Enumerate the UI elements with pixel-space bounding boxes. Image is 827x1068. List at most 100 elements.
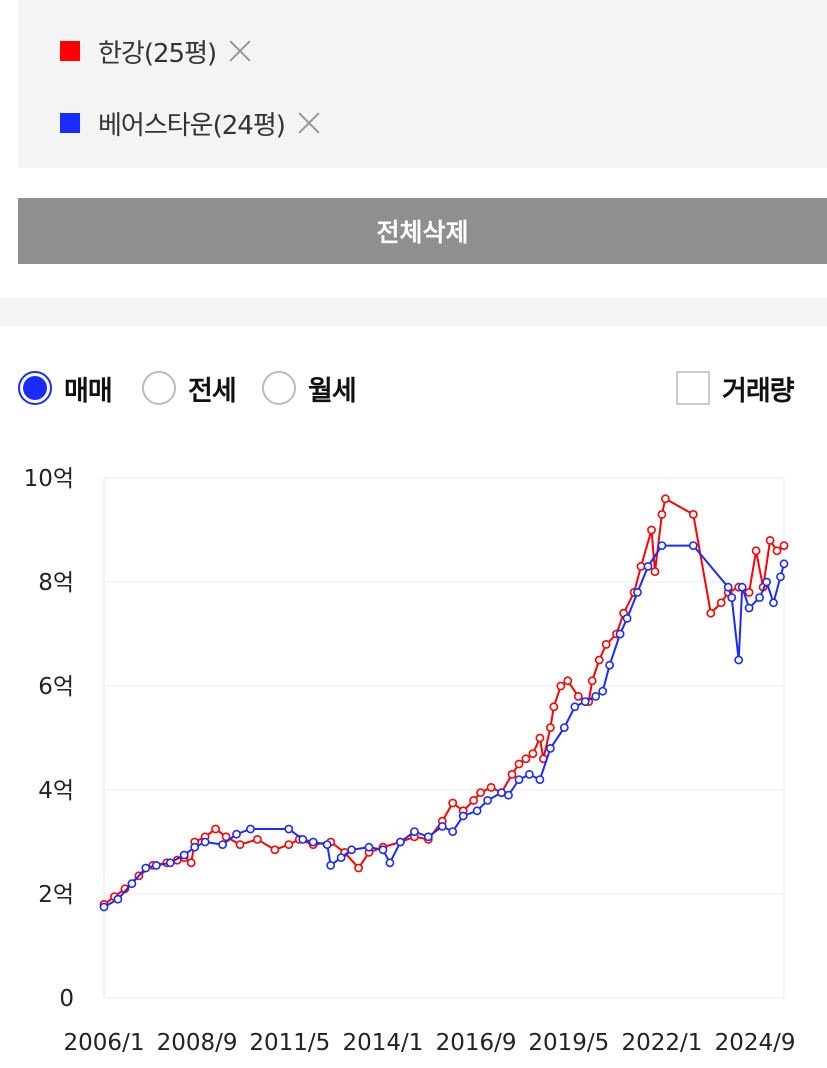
checkbox-icon <box>676 371 710 405</box>
radio-label: 월세 <box>308 375 357 407</box>
data-point <box>322 840 332 849</box>
data-point <box>598 686 608 696</box>
data-point <box>483 795 492 805</box>
data-point <box>235 840 245 849</box>
data-point <box>688 510 698 519</box>
remove-icon[interactable] <box>295 109 323 137</box>
data-point <box>559 723 569 732</box>
comparison-item-bearstown: 베어스타운(24평) <box>60 106 323 141</box>
volume-label: 거래량 <box>722 375 795 407</box>
x-tick-label: 2014/1 <box>343 1030 424 1056</box>
data-point <box>364 842 374 852</box>
data-point <box>762 577 771 587</box>
data-point <box>546 743 555 753</box>
data-point <box>186 858 196 868</box>
data-point <box>528 749 538 758</box>
x-tick-label: 2006/1 <box>64 1030 145 1056</box>
data-point <box>308 837 318 847</box>
data-point <box>772 546 782 556</box>
x-tick-label: 2019/5 <box>528 1030 609 1056</box>
radio-wolse[interactable]: 월세 <box>262 366 357 410</box>
data-point <box>633 587 642 597</box>
radio-sale[interactable]: 매매 <box>18 366 113 410</box>
data-point <box>546 723 555 732</box>
legend-swatch-red <box>60 41 80 61</box>
data-point <box>221 832 231 842</box>
data-point <box>246 824 255 834</box>
delete-all-button[interactable]: 전체삭제 <box>18 198 827 264</box>
data-point <box>354 863 363 873</box>
data-point <box>723 582 733 592</box>
data-point <box>141 863 151 873</box>
data-point <box>99 902 109 912</box>
data-point <box>497 788 506 797</box>
data-point <box>765 536 775 545</box>
data-point <box>751 546 761 556</box>
data-point <box>514 759 524 769</box>
data-point <box>347 845 356 855</box>
y-tick-label: 10억 <box>24 466 74 492</box>
y-tick-label: 4억 <box>38 778 74 804</box>
data-point <box>448 827 458 836</box>
data-point <box>615 629 625 639</box>
data-point <box>755 593 764 602</box>
data-point <box>622 613 632 623</box>
data-point <box>573 691 583 701</box>
data-point <box>504 790 513 800</box>
data-point <box>776 572 785 582</box>
legend-swatch-blue <box>60 113 80 133</box>
data-point <box>218 840 227 849</box>
data-point <box>190 842 200 852</box>
radio-label: 전세 <box>188 375 237 407</box>
data-point <box>127 879 137 888</box>
data-point <box>744 587 754 597</box>
data-point <box>476 788 485 797</box>
data-point <box>521 754 531 764</box>
y-tick-label: 8억 <box>38 570 74 596</box>
volume-checkbox[interactable]: 거래량 <box>676 366 795 410</box>
y-tick-label: 0 <box>59 986 74 1012</box>
deal-type-filter: 매매 전세 월세 거래량 <box>18 366 818 410</box>
remove-icon[interactable] <box>226 37 254 65</box>
data-point <box>486 782 496 792</box>
data-point <box>591 691 601 701</box>
data-point <box>535 733 545 743</box>
data-point <box>232 829 241 839</box>
data-point <box>326 860 336 870</box>
data-point <box>113 894 123 904</box>
data-point <box>549 702 559 712</box>
series-line <box>103 544 785 908</box>
data-point <box>727 593 737 602</box>
data-point <box>563 676 573 686</box>
data-point <box>737 582 747 592</box>
data-point <box>200 837 210 847</box>
price-line-chart: 0 2억 4억 6억 8억 10억 2006/1 2008/9 2011/5 2014/1 201… <box>24 466 796 1056</box>
data-point <box>636 562 646 571</box>
y-axis: 0 2억 4억 6억 8억 10억 <box>24 466 74 1012</box>
data-point <box>423 832 433 842</box>
comparison-item-label: 베어스타운(24평) <box>98 110 286 141</box>
data-point <box>605 660 614 670</box>
data-point <box>458 811 468 821</box>
data-point <box>385 858 395 868</box>
radio-label: 매매 <box>64 375 113 407</box>
data-point <box>151 860 161 870</box>
data-point <box>472 806 482 816</box>
x-tick-label: 2011/5 <box>249 1030 330 1056</box>
data-point <box>270 845 280 855</box>
comparison-item-hangang: 한강(25평) <box>60 34 254 69</box>
data-point <box>469 795 478 805</box>
radio-jeonse[interactable]: 전세 <box>142 366 237 410</box>
data-point <box>507 769 517 779</box>
data-point <box>647 525 656 535</box>
data-point <box>298 834 308 844</box>
data-point <box>601 639 611 649</box>
x-tick-label: 2008/9 <box>157 1030 238 1056</box>
radio-checked-icon <box>18 371 52 405</box>
radio-unchecked-icon <box>262 371 296 405</box>
radio-unchecked-icon <box>142 371 176 405</box>
data-point <box>165 858 175 868</box>
data-point <box>179 850 189 860</box>
data-point <box>448 798 458 808</box>
x-axis: 2006/1 2008/9 2011/5 2014/1 2016/9 2019/5 2022… <box>64 1030 796 1056</box>
